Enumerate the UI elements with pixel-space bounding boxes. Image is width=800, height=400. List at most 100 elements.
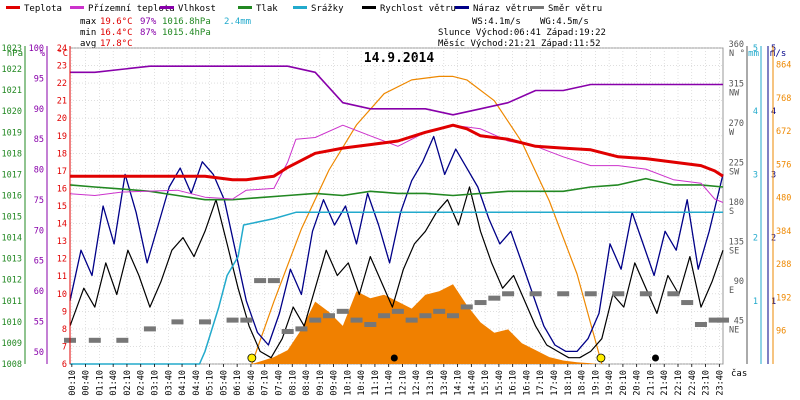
wind-direction-mark: [336, 308, 349, 314]
stats-value: min: [80, 28, 96, 38]
time-tick-label: 19:40: [605, 370, 615, 396]
stats-sun: Slunce Východ:06:41 Západ:19:22: [438, 28, 606, 38]
wind-direction-mark: [143, 326, 156, 332]
stats-value: avg: [80, 39, 96, 49]
solar-tick-label: 672: [776, 127, 791, 137]
temperature-tick-label: 24: [57, 44, 67, 54]
pressure-tick-label: 1016: [2, 191, 22, 201]
wind-direction-mark: [378, 313, 391, 319]
stats-value: 19.6°C: [100, 17, 133, 27]
solar-tick-label: 384: [776, 227, 791, 237]
temperature-tick-label: 6: [62, 360, 67, 370]
wind-direction-mark: [391, 308, 404, 314]
pressure-tick-label: 1010: [2, 318, 22, 328]
direction-tick-label: 225: [729, 159, 744, 169]
wind-direction-mark: [309, 317, 322, 323]
legend-label: Vlhkost: [178, 4, 216, 14]
time-tick-label: 03:40: [164, 370, 174, 396]
wind-direction-mark: [667, 291, 680, 297]
legend-swatch: [238, 6, 252, 9]
solar-tick-label: 480: [776, 194, 791, 204]
humidity-tick-label: 80: [34, 166, 44, 176]
rain-tick-label: 4: [753, 107, 758, 117]
rain-axis-unit: mm: [748, 49, 759, 59]
time-tick-label: 18:40: [578, 370, 588, 396]
time-tick-label: 16:40: [522, 370, 532, 396]
wind-direction-mark: [708, 317, 721, 323]
wind-direction-mark: [226, 317, 239, 323]
time-tick-label: 12:10: [398, 370, 408, 396]
time-tick-label: 08:10: [288, 370, 298, 396]
wind-direction-mark: [322, 313, 335, 319]
rain-tick-label: 2: [753, 234, 758, 244]
time-tick-label: 10:10: [343, 370, 353, 396]
temperature-tick-label: 22: [57, 79, 67, 89]
time-tick-label: 00:10: [68, 370, 78, 396]
wind-direction-mark: [405, 317, 418, 323]
wind-direction-mark: [460, 304, 473, 310]
rain-tick-label: 3: [753, 170, 758, 180]
legend-item: Rychlost větru: [362, 4, 456, 14]
direction-tick-label: W: [729, 128, 735, 138]
wind-direction-mark: [529, 291, 542, 297]
sun-elevation-line: [251, 75, 603, 365]
legend-swatch: [6, 6, 20, 9]
time-tick-label: 06:40: [247, 370, 257, 396]
stats-value: 17.8°C: [100, 39, 133, 49]
wind-direction-mark: [199, 319, 212, 325]
temperature-tick-label: 11: [57, 272, 67, 282]
time-tick-label: 17:40: [550, 370, 560, 396]
temperature-tick-label: 10: [57, 290, 67, 300]
wind-direction-mark: [267, 278, 280, 284]
wind-direction-mark: [502, 291, 515, 297]
humidity-tick-label: 85: [34, 135, 44, 145]
temperature-tick-label: 19: [57, 132, 67, 142]
pressure-tick-label: 1008: [2, 360, 22, 370]
wind-direction-mark: [488, 295, 501, 301]
temperature-tick-label: 8: [62, 325, 67, 335]
legend-label: Tlak: [256, 4, 278, 14]
temperature-axis-unit: °C: [57, 49, 68, 59]
humidity-tick-label: 90: [34, 105, 44, 115]
temperature-tick-label: 16: [57, 184, 67, 194]
time-tick-label: 02:40: [137, 370, 147, 396]
solar-radiation-area: [251, 284, 600, 364]
stats-value: 16.4°C: [100, 28, 133, 38]
wind-speed-line: [69, 186, 724, 359]
temperature-tick-label: 7: [62, 342, 67, 352]
wind-direction-mark: [254, 278, 267, 284]
stats-value: 1016.8hPa: [162, 17, 211, 27]
sun-marker: [247, 353, 257, 363]
time-tick-label: 19:10: [591, 370, 601, 396]
time-tick-label: 03:10: [150, 370, 160, 396]
legend-item: Tlak: [238, 4, 278, 14]
direction-tick-label: N: [729, 49, 734, 59]
direction-tick-label: 45: [734, 317, 744, 327]
pressure-tick-label: 1013: [2, 255, 22, 265]
pressure-tick-label: 1019: [2, 128, 22, 138]
pressure-tick-label: 1015: [2, 213, 22, 223]
rain-tick-label: 1: [753, 297, 758, 307]
wind-direction-mark: [350, 317, 363, 323]
time-tick-label: 02:10: [123, 370, 133, 396]
stats-value: 1015.4hPa: [162, 28, 211, 38]
temperature-tick-label: 15: [57, 202, 67, 212]
time-tick-label: 04:10: [178, 370, 188, 396]
time-tick-label: 23:10: [702, 370, 712, 396]
pressure-tick-label: 1009: [2, 339, 22, 349]
wind-direction-mark: [88, 337, 101, 343]
direction-tick-label: 90: [734, 277, 744, 287]
temperature-tick-label: 13: [57, 237, 67, 247]
wind-tick-label: 2: [771, 234, 776, 244]
legend-swatch: [160, 6, 174, 9]
direction-tick-label: SE: [729, 247, 739, 257]
rain-line: [70, 211, 723, 365]
time-tick-label: 13:10: [426, 370, 436, 396]
time-tick-label: 09:10: [316, 370, 326, 396]
time-tick-label: 05:10: [206, 370, 216, 396]
legend-label: Směr větru: [548, 4, 602, 14]
moon-marker: [390, 354, 398, 362]
wind-tick-label: 5: [771, 44, 776, 54]
time-tick-label: 04:40: [192, 370, 202, 396]
